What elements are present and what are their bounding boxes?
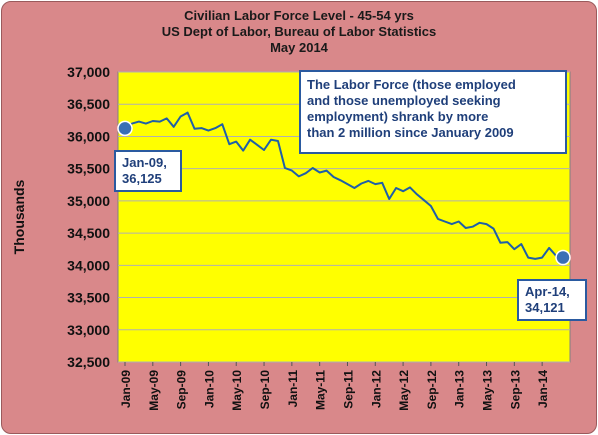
x-tick-label: Sep-09 — [175, 370, 189, 410]
callout-line: than 2 million since January 2009 — [307, 125, 514, 140]
y-axis-label: Thousands — [11, 179, 27, 254]
start-point-label: Jan-09, 36,125 — [114, 150, 182, 192]
y-tick-label: 34,000 — [67, 257, 110, 273]
end-label-line: 34,121 — [525, 300, 565, 315]
x-tick-label: Jan-12 — [369, 370, 383, 408]
y-tick-label: 35,000 — [67, 193, 110, 209]
chart-title-line-1: Civilian Labor Force Level - 45-54 yrs — [184, 8, 414, 23]
x-tick-label: Sep-12 — [425, 370, 439, 410]
x-tick-label: Jan-13 — [453, 370, 467, 408]
y-axis: 32,500 33,000 33,500 34,000 34,500 35,000 35,5… — [67, 64, 110, 370]
x-tick-label: Jan-09 — [119, 370, 133, 408]
callout-line: employment) shrank by more — [307, 109, 489, 124]
data-point-marker — [117, 120, 133, 137]
y-tick-label: 36,000 — [67, 128, 110, 144]
callout-line: and those unemployed seeking — [307, 93, 501, 108]
x-axis: Jan-09 May-09 Sep-09 Jan-10 May-10 Sep-10 Jan-… — [119, 362, 550, 411]
end-label-line: Apr-14, — [525, 284, 570, 299]
y-tick-label: 35,500 — [67, 161, 110, 177]
y-tick-label: 37,000 — [67, 64, 110, 80]
start-label-line: Jan-09, — [122, 155, 167, 170]
chart-title-line-3: May 2014 — [270, 40, 328, 55]
x-tick-label: Jan-11 — [286, 370, 300, 408]
end-point-label: Apr-14, 34,121 — [517, 279, 587, 321]
y-tick-label: 33,000 — [67, 322, 110, 338]
y-tick-label: 32,500 — [67, 354, 110, 370]
highlight-markers — [117, 120, 571, 266]
x-tick-label: Sep-11 — [341, 370, 355, 409]
x-tick-label: Sep-10 — [258, 370, 272, 410]
x-tick-label: Jan-14 — [536, 370, 550, 408]
series-line — [124, 111, 564, 260]
callout-line: The Labor Force (those employed — [307, 77, 516, 92]
x-tick-label: May-13 — [481, 370, 495, 411]
x-tick-label: May-10 — [230, 370, 244, 411]
x-tick-label: May-12 — [397, 370, 411, 411]
x-tick-label: Jan-10 — [202, 370, 216, 408]
x-tick-label: May-11 — [314, 370, 328, 410]
chart-title-line-2: US Dept of Labor, Bureau of Labor Statis… — [161, 24, 437, 39]
y-tick-label: 33,500 — [67, 290, 110, 306]
x-tick-label: Sep-13 — [508, 370, 522, 410]
x-tick-label: May-09 — [147, 370, 161, 411]
start-label-line: 36,125 — [122, 171, 162, 186]
y-tick-label: 34,500 — [67, 225, 110, 241]
y-tick-label: 36,500 — [67, 96, 110, 112]
annotation-callout: The Labor Force (those employed and thos… — [299, 70, 567, 154]
data-point-marker — [555, 249, 571, 266]
